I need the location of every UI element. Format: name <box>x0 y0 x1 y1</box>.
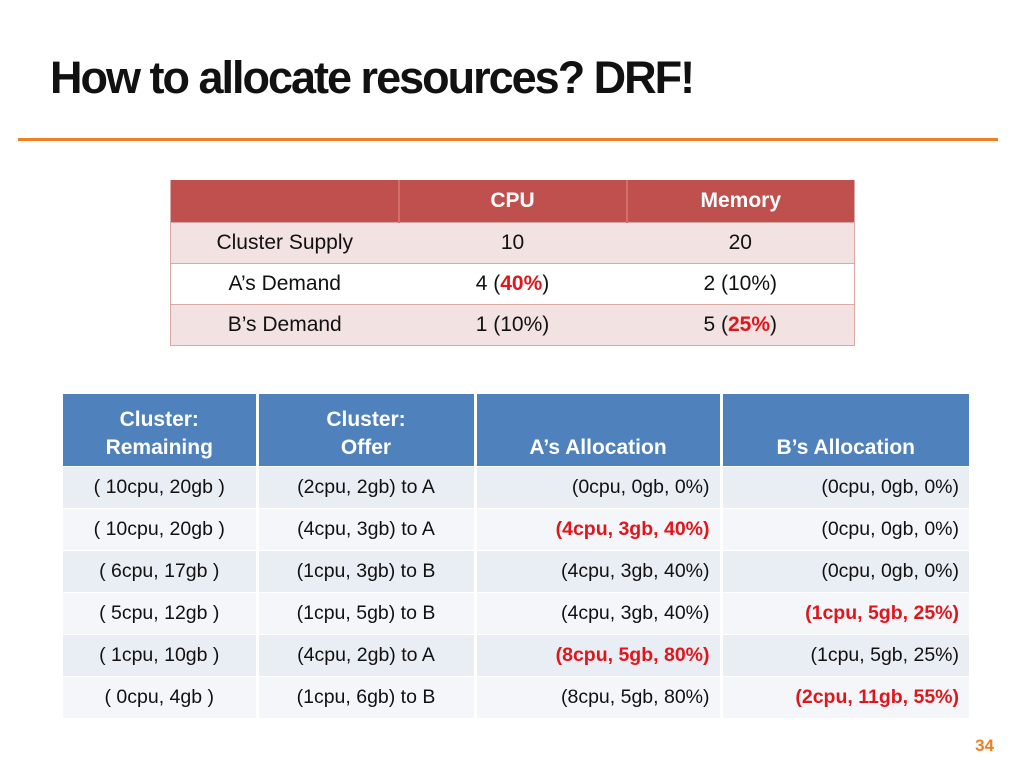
slide-title: How to allocate resources? DRF! <box>50 52 695 103</box>
memory-cell: 5 (25%) <box>626 304 855 346</box>
offer-cell: (4cpu, 3gb) to A <box>257 508 477 551</box>
header-a-allocation: A’s Allocation <box>475 394 723 467</box>
header-cluster-offer: Cluster: Offer <box>257 394 477 467</box>
table-row: ( 10cpu, 20gb ) (4cpu, 3gb) to A (4cpu, 3g… <box>63 508 969 551</box>
b-allocation-cell: (1cpu, 5gb, 25%) <box>721 592 969 635</box>
offer-cell: (2cpu, 2gb) to A <box>257 466 477 509</box>
remaining-cell: ( 1cpu, 10gb ) <box>63 634 259 677</box>
a-allocation-cell: (4cpu, 3gb, 40%) <box>475 592 723 635</box>
a-allocation-cell: (4cpu, 3gb, 40%) <box>475 508 723 551</box>
supply-header-row: CPU Memory <box>170 180 855 223</box>
supply-row: A’s Demand 4 (40%) 2 (10%) <box>170 263 855 305</box>
supply-row: Cluster Supply 10 20 <box>170 222 855 264</box>
title-divider <box>18 138 998 141</box>
remaining-cell: ( 0cpu, 4gb ) <box>63 676 259 718</box>
offer-cell: (1cpu, 3gb) to B <box>257 550 477 593</box>
offer-cell: (4cpu, 2gb) to A <box>257 634 477 677</box>
remaining-cell: ( 10cpu, 20gb ) <box>63 508 259 551</box>
supply-header-memory: Memory <box>625 180 855 223</box>
header-cluster-remaining: Cluster: Remaining <box>63 394 259 467</box>
header-b-allocation: B’s Allocation <box>721 394 969 467</box>
table-row: ( 10cpu, 20gb ) (2cpu, 2gb) to A (0cpu, 0g… <box>63 466 969 509</box>
allocation-header-row: Cluster: Remaining Cluster: Offer A’s Allo… <box>63 394 969 467</box>
remaining-cell: ( 10cpu, 20gb ) <box>63 466 259 509</box>
supply-demand-table: CPU Memory Cluster Supply 10 20 A’s Dema… <box>170 180 855 346</box>
supply-header-cpu: CPU <box>397 180 627 223</box>
cpu-cell: 10 <box>398 222 627 264</box>
a-allocation-cell: (8cpu, 5gb, 80%) <box>475 634 723 677</box>
remaining-cell: ( 6cpu, 17gb ) <box>63 550 259 593</box>
supply-header-blank <box>170 180 399 223</box>
table-row: ( 6cpu, 17gb ) (1cpu, 3gb) to B (4cpu, 3gb… <box>63 550 969 593</box>
b-allocation-cell: (0cpu, 0gb, 0%) <box>721 508 969 551</box>
a-allocation-cell: (0cpu, 0gb, 0%) <box>475 466 723 509</box>
offer-cell: (1cpu, 5gb) to B <box>257 592 477 635</box>
table-row: ( 5cpu, 12gb ) (1cpu, 5gb) to B (4cpu, 3gb… <box>63 592 969 635</box>
allocation-table: Cluster: Remaining Cluster: Offer A’s Allo… <box>63 394 969 718</box>
table-row: ( 0cpu, 4gb ) (1cpu, 6gb) to B (8cpu, 5gb,… <box>63 676 969 718</box>
memory-cell: 20 <box>626 222 855 264</box>
b-allocation-cell: (0cpu, 0gb, 0%) <box>721 550 969 593</box>
supply-row: B’s Demand 1 (10%) 5 (25%) <box>170 304 855 346</box>
cpu-cell: 1 (10%) <box>398 304 627 346</box>
row-label: A’s Demand <box>170 263 399 305</box>
row-label: Cluster Supply <box>170 222 399 264</box>
offer-cell: (1cpu, 6gb) to B <box>257 676 477 718</box>
memory-cell: 2 (10%) <box>626 263 855 305</box>
row-label: B’s Demand <box>170 304 399 346</box>
remaining-cell: ( 5cpu, 12gb ) <box>63 592 259 635</box>
table-row: ( 1cpu, 10gb ) (4cpu, 2gb) to A (8cpu, 5gb… <box>63 634 969 677</box>
a-allocation-cell: (8cpu, 5gb, 80%) <box>475 676 723 718</box>
page-number: 34 <box>975 736 994 755</box>
b-allocation-cell: (2cpu, 11gb, 55%) <box>721 676 969 718</box>
b-allocation-cell: (0cpu, 0gb, 0%) <box>721 466 969 509</box>
cpu-cell: 4 (40%) <box>398 263 627 305</box>
b-allocation-cell: (1cpu, 5gb, 25%) <box>721 634 969 677</box>
a-allocation-cell: (4cpu, 3gb, 40%) <box>475 550 723 593</box>
